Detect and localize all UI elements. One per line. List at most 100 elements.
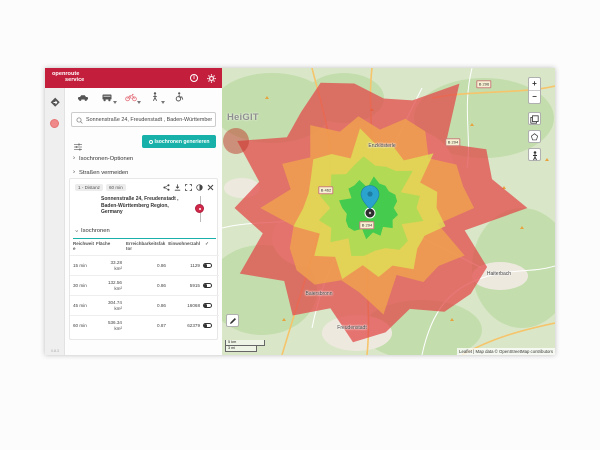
road-ref-badge: B 294 [359, 221, 375, 229]
logo-line-2: service [65, 77, 85, 83]
search-input[interactable] [86, 116, 212, 123]
map-place-label: Freudenstadt [337, 325, 367, 331]
chevron-right-icon: › [73, 155, 75, 162]
app-logo[interactable]: openroute service [52, 72, 84, 83]
cell-factor: 0.86 [157, 263, 166, 268]
polygon-icon [529, 131, 540, 144]
table-row: 45 min 304.74 km² 0.86 16068 [70, 295, 219, 315]
isochrones-section-toggle[interactable]: › Isochronen [73, 226, 214, 236]
waypoint-marker [193, 196, 207, 222]
chevron-down-icon[interactable] [137, 100, 141, 104]
isochrones-mode-icon[interactable] [50, 119, 59, 128]
draw-polygon-button[interactable] [528, 130, 541, 143]
cell-area: 536.34 km² [107, 320, 122, 331]
cell-reach: 45 min [73, 303, 87, 308]
generate-button-label: Isochronen generieren [154, 138, 210, 145]
info-icon[interactable]: i [190, 74, 198, 82]
wheelchair-icon[interactable] [173, 92, 185, 103]
zoom-out-button[interactable]: − [532, 92, 537, 101]
chevron-down-icon: › [73, 230, 79, 232]
center-marker [360, 185, 380, 219]
cell-reach: 60 min [73, 323, 87, 328]
directions-icon[interactable] [49, 95, 61, 113]
cell-factor: 0.87 [157, 323, 166, 328]
share-icon[interactable] [163, 184, 170, 191]
cell-factor: 0.86 [157, 303, 166, 308]
road-ref-badge: B 462 [318, 186, 334, 194]
profile-chip[interactable]: 1 - Distanz [75, 184, 103, 191]
isochrones-label: Isochronen [81, 228, 110, 234]
col-header-factor: Erreichbarkeitsfaktor [126, 241, 166, 252]
visibility-toggle[interactable] [202, 282, 212, 289]
search-box [71, 112, 216, 127]
cell-area: 132.56 km² [107, 280, 122, 291]
cell-area: 304.74 km² [107, 300, 122, 311]
cell-reach: 15 min [73, 263, 87, 268]
tune-icon[interactable] [74, 138, 82, 156]
table-row: 60 min 536.34 km² 0.87 62379 [70, 315, 219, 335]
chevron-down-icon[interactable] [113, 100, 117, 104]
cell-factor: 0.86 [157, 283, 166, 288]
gear-icon[interactable] [207, 73, 216, 83]
zoom-in-button[interactable]: + [529, 78, 540, 91]
zoom-control: + − [528, 77, 541, 104]
map-canvas[interactable]: HeiGIT Enzklösterle Freudenstadt Haiterbac… [222, 68, 555, 355]
table-row: 15 min 33.28 km² 0.86 1129 [70, 255, 219, 275]
isochrone-table-body: 15 min 33.28 km² 0.86 1129 30 min 132.56 km² 0.8… [70, 255, 219, 335]
sidebar: openroute service i 0.8.3 [45, 68, 222, 355]
col-header-reach: Reichweite [73, 241, 95, 252]
pencil-icon [229, 317, 236, 324]
check-icon[interactable]: ✓ [205, 241, 209, 246]
cell-population: 16068 [187, 303, 200, 308]
col-header-area: Fläche [96, 241, 111, 246]
flash-icon [148, 139, 153, 144]
visibility-toggle[interactable] [202, 302, 212, 309]
draw-edit-button[interactable] [226, 314, 239, 327]
openrouteservice-app: openroute service i 0.8.3 [45, 68, 555, 355]
cell-population: 62379 [187, 323, 200, 328]
cell-reach: 30 min [73, 283, 87, 288]
cell-population: 1129 [190, 263, 200, 268]
locate-button[interactable] [528, 148, 541, 161]
address-text: Sonnenstraße 24, Freudenstadt , Baden-Wü… [101, 196, 179, 215]
heigit-watermark: HeiGIT [227, 112, 259, 123]
visibility-toggle[interactable] [202, 262, 212, 269]
marker-icon[interactable] [195, 204, 204, 213]
avoid-roads-section[interactable]: › Straßen vermeiden [73, 167, 216, 179]
section-divider [73, 238, 216, 239]
road-ref-badge: B 294 [445, 138, 461, 146]
fit-bounds-icon[interactable] [185, 184, 192, 191]
range-chip[interactable]: 60 min [105, 184, 126, 191]
app-header: openroute service i [45, 68, 222, 88]
cell-toggle [200, 262, 214, 269]
cell-toggle [200, 282, 214, 289]
logo-line-1: openroute [52, 71, 80, 78]
contrast-icon[interactable] [196, 184, 203, 191]
map-place-label: Enzklösterle [368, 143, 396, 149]
pedestrian-icon[interactable] [149, 92, 165, 104]
person-icon [529, 149, 540, 162]
generate-isochrones-button[interactable]: Isochronen generieren [142, 135, 216, 148]
card-header: 1 - Distanz 60 min [75, 183, 214, 192]
table-row: 30 min 132.56 km² 0.86 5915 [70, 275, 219, 295]
download-icon[interactable] [174, 184, 181, 191]
car-icon[interactable] [77, 92, 89, 103]
address-row: Sonnenstraße 24, Freudenstadt , Baden-Wü… [75, 196, 214, 222]
close-icon[interactable] [207, 184, 214, 191]
isochrones-options-section[interactable]: › Isochronen-Optionen [73, 153, 216, 165]
visibility-toggle[interactable] [202, 322, 212, 329]
layers-button[interactable] [528, 112, 541, 125]
version-label: 0.8.3 [51, 349, 59, 353]
map-attribution: Leaflet | Map data © OpenStreetMap contr… [457, 348, 555, 355]
road-ref-badge: B 296 [476, 80, 492, 88]
hgv-icon[interactable] [101, 92, 117, 104]
sidebar-content: Isochronen generieren › Isochronen-Optio… [65, 88, 222, 355]
chevron-down-icon[interactable] [161, 100, 165, 104]
scale-bar-mi: 3 mi [225, 346, 257, 352]
isochrone-result-card: 1 - Distanz 60 min [69, 178, 219, 340]
cell-area: 33.28 km² [110, 260, 123, 271]
table-header-row: Reichweite Fläche Erreichbarkeitsfaktor … [70, 241, 219, 251]
chevron-right-icon: › [73, 169, 75, 176]
cycling-icon[interactable] [125, 92, 141, 104]
